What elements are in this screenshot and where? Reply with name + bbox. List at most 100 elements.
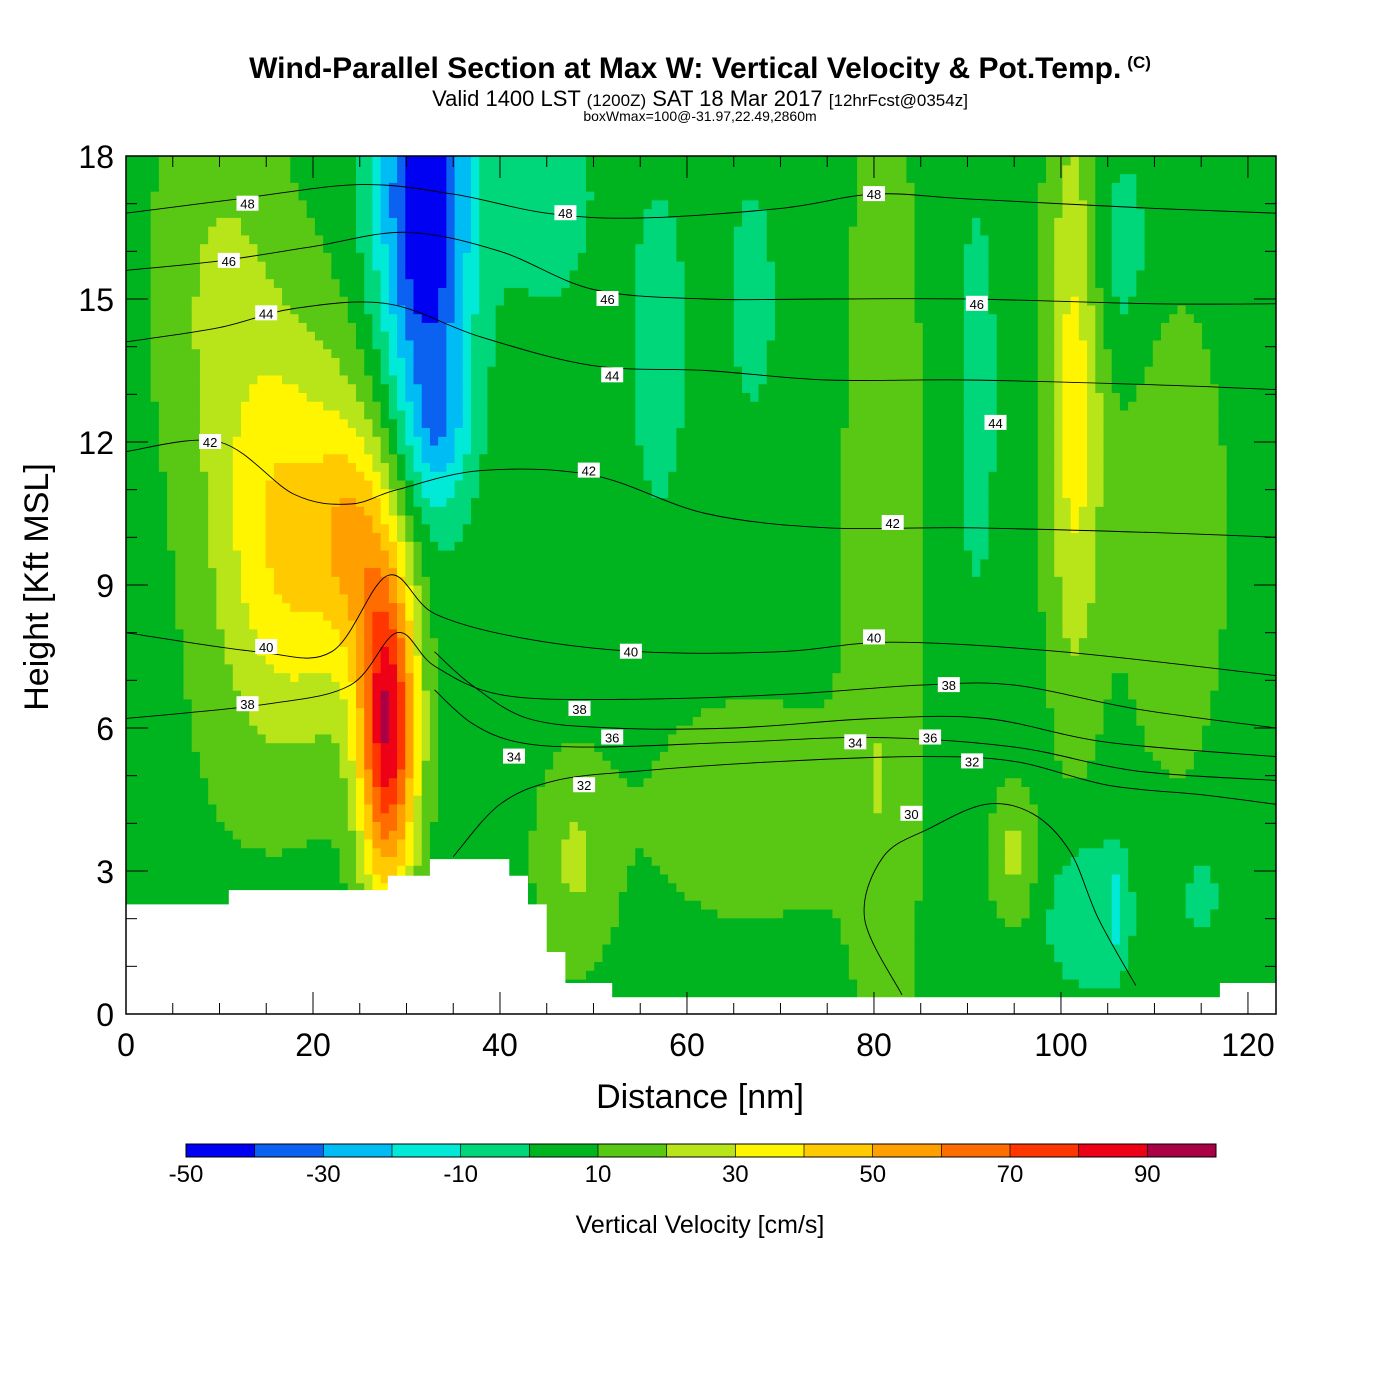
velocity-cell	[446, 716, 456, 726]
velocity-cell	[668, 900, 677, 910]
velocity-cell	[733, 882, 743, 893]
velocity-cell	[824, 777, 834, 787]
velocity-cell	[783, 707, 792, 717]
velocity-cell	[569, 961, 579, 971]
velocity-cell	[1177, 838, 1187, 849]
velocity-cell	[750, 760, 760, 770]
velocity-cell	[1267, 847, 1276, 858]
velocity-cell	[1169, 707, 1179, 717]
velocity-cell	[553, 812, 562, 822]
velocity-cell	[963, 768, 973, 779]
velocity-cell	[1234, 882, 1244, 893]
velocity-cell	[1078, 926, 1088, 936]
velocity-cell	[774, 742, 784, 752]
velocity-cell	[742, 882, 751, 893]
velocity-cell	[618, 865, 628, 875]
velocity-cell	[1119, 803, 1129, 814]
velocity-cell	[906, 707, 916, 717]
velocity-cell	[1259, 847, 1269, 858]
velocity-cell	[413, 777, 423, 787]
velocity-cell	[676, 725, 686, 735]
velocity-cell	[701, 935, 710, 945]
velocity-cell	[429, 803, 439, 814]
velocity-cell	[1202, 847, 1211, 858]
velocity-cell	[265, 733, 275, 744]
velocity-cell	[544, 891, 554, 901]
velocity-cell	[1103, 707, 1113, 717]
velocity-cell	[512, 865, 521, 875]
velocity-cell	[495, 760, 505, 770]
velocity-cell	[1128, 865, 1137, 875]
velocity-cell	[816, 970, 825, 980]
velocity-cell	[643, 795, 653, 805]
velocity-cell	[314, 812, 324, 822]
velocity-cell	[717, 873, 727, 884]
velocity-cell	[651, 865, 661, 875]
velocity-cell	[306, 725, 316, 735]
velocity-cell	[561, 943, 571, 954]
velocity-cell	[126, 865, 135, 875]
velocity-cell	[1087, 760, 1096, 770]
velocity-cell	[249, 795, 259, 805]
velocity-cell	[1054, 978, 1064, 989]
velocity-cell	[232, 821, 242, 831]
velocity-cell	[1259, 733, 1269, 744]
velocity-cell	[668, 865, 677, 875]
velocity-cell	[356, 742, 365, 752]
velocity-cell	[1078, 970, 1088, 980]
velocity-cell	[807, 891, 817, 901]
velocity-cell	[627, 716, 636, 726]
velocity-cell	[323, 768, 332, 779]
velocity-cell	[1218, 847, 1228, 858]
velocity-cell	[668, 935, 677, 945]
velocity-cell	[1202, 865, 1211, 875]
velocity-cell	[544, 830, 554, 840]
velocity-cell	[306, 742, 316, 752]
velocity-cell	[774, 803, 784, 814]
velocity-cell	[865, 908, 875, 919]
velocity-cell	[142, 768, 152, 779]
velocity-cell	[988, 978, 998, 989]
velocity-cell	[692, 698, 702, 709]
velocity-cell	[766, 812, 776, 822]
velocity-cell	[1103, 742, 1113, 752]
velocity-cell	[1021, 847, 1031, 858]
velocity-cell	[668, 751, 677, 761]
velocity-cell	[175, 707, 185, 717]
velocity-cell	[347, 768, 357, 779]
velocity-cell	[232, 768, 242, 779]
velocity-cell	[561, 908, 571, 919]
velocity-cell	[602, 900, 612, 910]
velocity-cell	[544, 838, 554, 849]
velocity-cell	[1087, 716, 1096, 726]
velocity-cell	[701, 768, 710, 779]
velocity-cell	[733, 795, 743, 805]
velocity-cell	[799, 891, 809, 901]
velocity-cell	[397, 786, 406, 796]
velocity-cell	[602, 847, 612, 858]
velocity-cell	[1103, 943, 1113, 954]
velocity-cell	[1095, 987, 1105, 998]
velocity-cell	[1103, 821, 1113, 831]
velocity-cell	[1185, 873, 1195, 884]
velocity-cell	[733, 821, 743, 831]
velocity-cell	[191, 733, 201, 744]
velocity-cell	[914, 935, 924, 945]
velocity-cell	[314, 760, 324, 770]
velocity-cell	[824, 751, 834, 761]
velocity-cell	[742, 935, 751, 945]
velocity-cell	[446, 742, 456, 752]
velocity-cell	[1136, 707, 1146, 717]
velocity-cell	[1193, 725, 1203, 735]
velocity-cell	[183, 751, 193, 761]
velocity-cell	[364, 856, 374, 866]
velocity-cell	[462, 812, 472, 822]
velocity-cell	[1004, 961, 1014, 971]
velocity-cell	[766, 961, 776, 971]
velocity-cell	[881, 970, 891, 980]
velocity-cell	[1013, 821, 1022, 831]
velocity-cell	[602, 952, 612, 963]
velocity-cell	[643, 900, 653, 910]
velocity-cell	[963, 847, 973, 858]
velocity-cell	[1004, 768, 1014, 779]
